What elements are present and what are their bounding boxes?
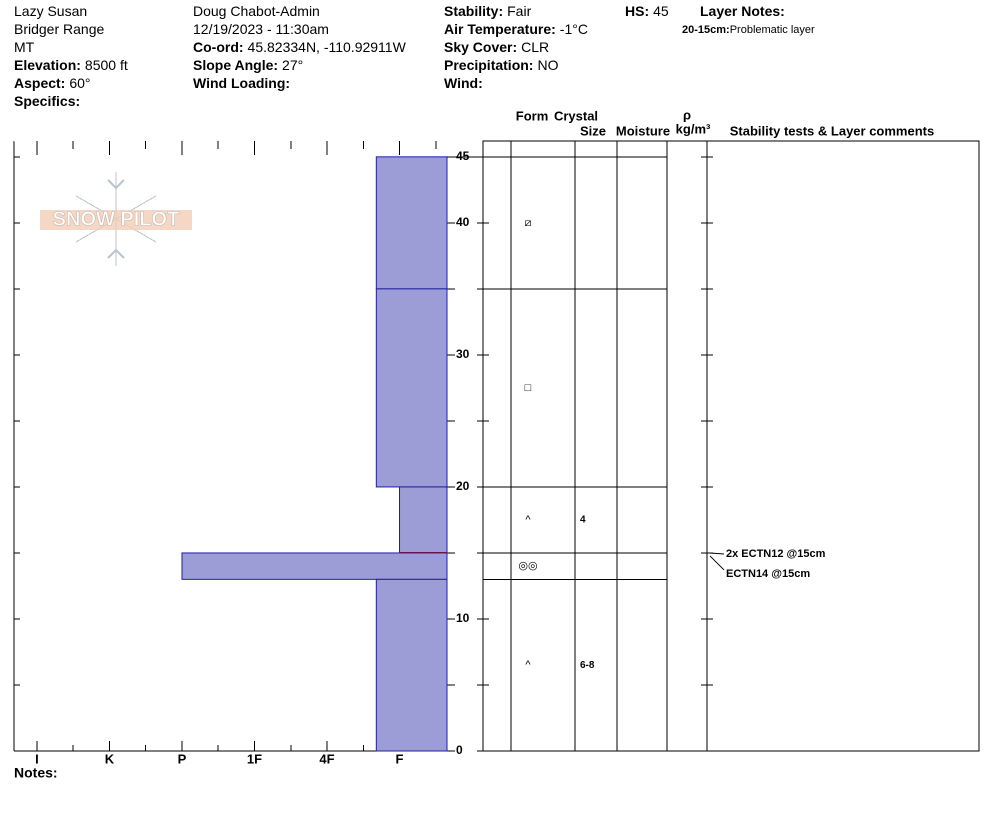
header-field: Wind: [444,75,483,91]
column-header: kg/m³ [676,121,711,136]
column-header: Form [516,108,549,123]
header-field: Lazy Susan [14,3,87,19]
notes-label: Notes: [14,765,58,781]
hardness-bar [375,288,448,488]
x-tick-label: P [178,751,187,766]
header-field: Stability: Fair [444,3,532,19]
header-field: 20-15cm:Problematic layer [682,24,815,36]
field-value: 12/19/2023 - 11:30am [193,21,329,37]
field-label: 20-15cm: [682,24,730,36]
header-field: Slope Angle: 27° [193,57,303,73]
header-field: Layer Notes: [700,3,785,19]
field-label: Precipitation: [444,57,533,73]
grain-size: 4 [580,515,586,526]
field-value: Bridger Range [14,21,104,37]
field-value: Fair [507,3,531,19]
test-arrow [709,552,725,555]
field-label: Wind: [444,75,483,91]
hardness-bar [375,156,448,290]
header-field: Specifics: [14,93,80,109]
grain-form: ⧄ [525,217,532,229]
field-value: 60° [69,75,90,91]
grain-form: ^ [525,514,531,526]
hardness-bar [375,578,448,752]
header-field: Aspect: 60° [14,75,91,91]
field-label: Slope Angle: [193,57,278,73]
header-field: Air Temperature: -1°C [444,21,588,37]
header-field: Elevation: 8500 ft [14,57,128,73]
field-label: Aspect: [14,75,65,91]
grain-form: ^ [525,659,531,671]
x-tick-label: I [35,751,39,766]
column-header: Size [580,123,606,138]
grain-size: 6-8 [580,660,595,671]
y-tick-label: 20 [456,479,470,493]
field-value: CLR [521,39,549,55]
test-arrow [709,555,725,571]
field-label: HS: [625,3,649,19]
field-value: Problematic layer [730,24,815,36]
field-value: 45.82334N, -110.92911W [248,39,407,55]
x-tick-label: 1F [247,751,262,766]
logo-text: SNOW PILOT [53,208,180,230]
test-text: ECTN14 @15cm [726,568,810,580]
field-value: Lazy Susan [14,3,87,19]
x-tick-label: K [105,751,115,766]
header-field: HS: 45 [625,3,669,19]
field-value: 27° [282,57,303,73]
field-label: Layer Notes: [700,3,785,19]
column-header: ρ [683,107,691,122]
column-header: Stability tests & Layer comments [730,123,934,138]
column-header: Crystal [554,108,598,123]
y-tick-label: 0 [456,743,463,757]
field-value: 45 [653,3,669,19]
y-tick-label: 40 [456,215,470,229]
y-tick-label: 30 [456,347,470,361]
field-label: Wind Loading: [193,75,290,91]
y-tick-label: 10 [456,611,470,625]
field-value: Doug Chabot-Admin [193,3,320,19]
field-label: Stability: [444,3,503,19]
header-field: Co-ord: 45.82334N, -110.92911W [193,39,407,55]
field-value: -1°C [560,21,588,37]
field-value: NO [537,57,558,73]
table-frame [482,140,980,752]
header-field: Doug Chabot-Admin [193,3,320,19]
x-tick-label: F [396,751,404,766]
logo-band [40,210,192,230]
field-label: Air Temperature: [444,21,556,37]
header-field: Bridger Range [14,21,104,37]
field-value: 8500 ft [85,57,128,73]
field-label: Elevation: [14,57,81,73]
grain-form: ◎◎ [518,560,537,572]
field-label: Sky Cover: [444,39,517,55]
hardness-bar [399,486,448,554]
header-field: MT [14,39,35,55]
test-text: 2x ECTN12 @15cm [726,548,826,560]
header-field: Sky Cover: CLR [444,39,549,55]
hardness-bar [181,552,448,580]
x-tick-label: 4F [319,751,334,766]
field-label: Specifics: [14,93,80,109]
header-field: 12/19/2023 - 11:30am [193,21,329,37]
header-field: Precipitation: NO [444,57,559,73]
grain-form: □ [525,382,532,394]
header-field: Wind Loading: [193,75,290,91]
y-tick-label: 45 [456,149,470,163]
column-header: Moisture [616,123,670,138]
field-label: Co-ord: [193,39,244,55]
field-value: MT [14,39,35,55]
